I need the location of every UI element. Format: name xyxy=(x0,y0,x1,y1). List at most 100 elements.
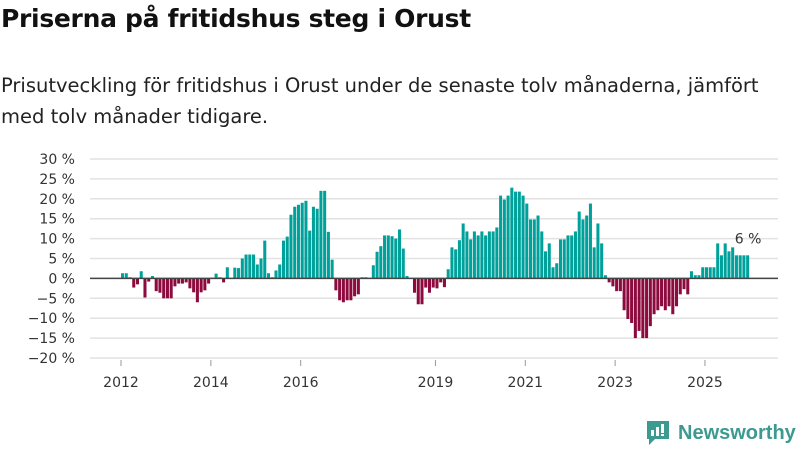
bar-positive xyxy=(502,199,506,279)
bar-positive xyxy=(330,259,334,279)
bar-positive xyxy=(469,239,473,279)
bar-negative xyxy=(356,278,360,295)
bar-negative xyxy=(334,278,338,291)
bar-positive xyxy=(289,214,293,279)
bar-positive xyxy=(517,191,521,279)
bar-negative xyxy=(353,278,357,297)
y-tick-label: −10 % xyxy=(28,311,75,327)
bar-positive xyxy=(457,240,461,279)
y-tick-label: 0 % xyxy=(48,271,75,287)
bar-negative xyxy=(439,278,443,283)
bar-positive xyxy=(375,251,379,279)
bar-negative xyxy=(615,278,619,292)
bar-positive xyxy=(723,243,727,279)
bar-negative xyxy=(207,278,211,284)
bar-positive xyxy=(480,231,484,279)
bar-positive xyxy=(514,191,518,279)
bar-negative xyxy=(645,278,649,339)
y-tick-label: −5 % xyxy=(37,291,75,307)
bar-positive xyxy=(731,247,735,279)
bar-positive xyxy=(746,255,750,279)
bar-positive xyxy=(543,251,548,279)
chart-subtitle: Prisutveckling för fritidshus i Orust un… xyxy=(1,74,759,128)
bar-positive xyxy=(540,231,544,279)
bar-positive xyxy=(214,273,218,279)
bar-positive xyxy=(383,235,387,279)
bar-positive xyxy=(491,231,495,279)
bar-positive xyxy=(124,273,128,279)
bar-negative xyxy=(675,278,679,307)
bar-positive xyxy=(255,264,259,279)
bar-positive xyxy=(532,219,536,279)
bar-negative xyxy=(652,278,656,315)
bar-negative xyxy=(424,278,428,288)
bar-negative xyxy=(154,278,158,292)
bar-positive xyxy=(139,271,143,279)
bar-negative xyxy=(667,278,671,307)
bar-positive xyxy=(600,243,604,279)
bar-positive xyxy=(487,231,491,279)
bar-positive xyxy=(734,255,738,279)
x-tick-label: 2023 xyxy=(597,375,633,391)
x-tick-label: 2019 xyxy=(418,375,454,391)
bar-negative xyxy=(184,278,188,283)
bar-positive xyxy=(472,231,476,279)
bar-negative xyxy=(622,278,626,311)
bar-positive xyxy=(555,263,559,279)
bar-positive xyxy=(484,235,488,279)
bar-negative xyxy=(427,278,431,293)
x-tick-label: 2016 xyxy=(283,375,319,391)
bar-negative xyxy=(412,278,417,293)
bar-positive xyxy=(308,230,312,279)
bar-positive xyxy=(738,255,742,279)
newsworthy-logo: Newsworthy xyxy=(645,419,796,447)
bar-positive xyxy=(304,200,308,279)
bar-negative xyxy=(180,278,184,284)
bar-positive xyxy=(225,267,229,279)
bar-negative xyxy=(682,278,686,290)
y-tick-label: 20 % xyxy=(39,192,75,208)
bar-positive xyxy=(323,190,327,279)
bar-positive xyxy=(401,248,405,279)
bar-negative xyxy=(349,278,353,301)
bar-positive xyxy=(547,243,551,279)
bar-positive xyxy=(461,223,465,279)
bar-positive xyxy=(525,203,529,279)
x-tick-label: 2025 xyxy=(687,375,723,391)
bar-positive xyxy=(570,235,574,279)
bar-negative xyxy=(416,278,420,305)
bar-positive xyxy=(708,267,712,279)
bar-positive xyxy=(566,235,570,279)
bar-positive xyxy=(319,190,323,279)
y-tick-label: −20 % xyxy=(28,351,75,367)
bar-positive xyxy=(596,223,600,279)
bar-positive xyxy=(701,267,705,279)
x-axis-ticks: 2012 2014 2016 2019 2021 2023 2025 xyxy=(103,360,723,391)
bar-negative xyxy=(173,278,177,287)
bar-positive xyxy=(577,211,581,279)
bar-positive xyxy=(510,187,514,279)
bar-negative xyxy=(199,278,203,293)
bar-negative xyxy=(345,278,349,301)
bar-negative xyxy=(637,278,641,331)
bar-negative xyxy=(671,278,675,315)
y-tick-label: 30 % xyxy=(39,152,75,168)
bar-positive xyxy=(390,236,394,279)
bar-negative xyxy=(338,278,342,301)
bar-positive xyxy=(521,195,525,279)
bar-positive xyxy=(603,275,607,279)
bar-negative xyxy=(660,278,664,307)
bar-negative xyxy=(203,278,207,291)
bar-positive xyxy=(704,267,709,279)
bar-positive xyxy=(506,195,510,279)
bar-negative xyxy=(132,278,136,288)
bar-negative xyxy=(147,278,151,282)
bar-positive xyxy=(326,231,330,279)
bar-positive xyxy=(465,231,469,279)
bar-negative xyxy=(431,278,435,288)
bar-positive xyxy=(244,254,248,279)
bar-negative xyxy=(143,278,147,298)
bar-positive xyxy=(585,215,589,279)
bar-positive xyxy=(259,258,263,279)
